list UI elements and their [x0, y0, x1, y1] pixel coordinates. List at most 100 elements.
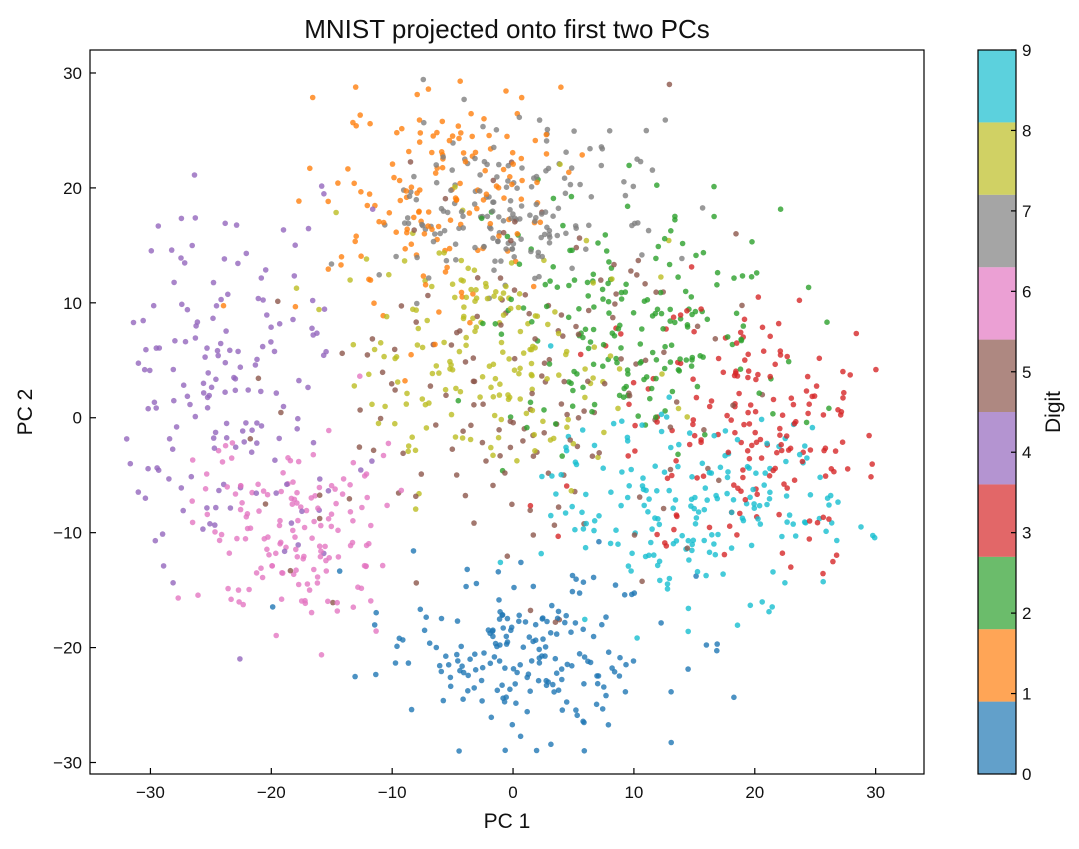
scatter-point-digit-5 [275, 298, 281, 305]
scatter-point-digit-3 [632, 448, 638, 454]
scatter-point-digit-9 [685, 605, 692, 612]
scatter-point-digit-1 [472, 149, 479, 156]
scatter-point-digit-9 [767, 489, 773, 496]
y-tick-label: −10 [53, 524, 82, 543]
scatter-point-digit-6 [260, 488, 267, 494]
scatter-point-digit-6 [295, 581, 302, 588]
scatter-point-digit-4 [235, 348, 241, 355]
scatter-point-digit-6 [189, 457, 196, 463]
scatter-point-digit-1 [507, 174, 513, 180]
scatter-point-digit-8 [393, 354, 400, 360]
scatter-point-digit-6 [273, 550, 279, 557]
scatter-point-digit-7 [550, 213, 556, 219]
scatter-point-digit-0 [658, 620, 664, 626]
scatter-point-digit-4 [141, 366, 148, 373]
scatter-point-digit-9 [807, 492, 814, 498]
scatter-point-digit-5 [512, 219, 518, 225]
scatter-point-digit-3 [706, 403, 713, 410]
scatter-point-digit-4 [258, 423, 265, 429]
scatter-point-digit-4 [294, 426, 301, 432]
scatter-point-digit-0 [405, 660, 412, 666]
scatter-point-digit-2 [660, 326, 666, 332]
scatter-point-digit-7 [328, 261, 335, 267]
scatter-point-digit-7 [568, 165, 575, 171]
scatter-point-digit-7 [518, 203, 525, 209]
scatter-point-digit-0 [490, 633, 496, 640]
scatter-point-digit-9 [728, 545, 735, 551]
scatter-point-digit-6 [326, 427, 332, 434]
scatter-point-digit-8 [414, 342, 421, 348]
scatter-point-digit-1 [393, 229, 400, 235]
scatter-point-digit-1 [416, 117, 423, 123]
colorbar: 0 1 2 3 4 5 6 7 8 9 [977, 41, 1031, 784]
scatter-point-digit-2 [662, 408, 668, 414]
scatter-point-digit-0 [685, 666, 691, 672]
scatter-point-digit-5 [635, 257, 642, 264]
scatter-point-digit-9 [497, 559, 504, 566]
scatter-point-digit-0 [532, 637, 539, 643]
scatter-point-digit-4 [143, 346, 149, 353]
scatter-point-digit-2 [568, 193, 575, 200]
scatter-point-digit-4 [151, 399, 158, 406]
scatter-point-digit-7 [519, 165, 525, 171]
scatter-point-digit-3 [698, 439, 704, 446]
scatter-point-digit-5 [442, 195, 449, 202]
scatter-point-digit-0 [574, 712, 580, 719]
scatter-point-digit-0 [496, 597, 502, 603]
scatter-point-digit-5 [418, 471, 425, 477]
scatter-point-digit-5 [356, 444, 363, 450]
scatter-point-digit-1 [402, 246, 409, 252]
scatter-point-digit-8 [441, 339, 447, 346]
scatter-point-digit-7 [649, 167, 656, 173]
scatter-point-digit-8 [516, 370, 522, 377]
scatter-point-digit-8 [675, 405, 682, 412]
scatter-point-digit-8 [433, 363, 440, 369]
scatter-point-digit-0 [581, 654, 588, 660]
scatter-point-digit-2 [770, 411, 776, 417]
scatter-point-digit-3 [744, 448, 751, 454]
scatter-point-digit-4 [235, 260, 241, 267]
scatter-point-digit-9 [654, 488, 660, 494]
scatter-point-digit-6 [240, 601, 246, 608]
scatter-point-digit-3 [742, 496, 749, 503]
scatter-point-digit-3 [563, 483, 570, 489]
scatter-point-digit-0 [463, 583, 469, 590]
scatter-point-digit-9 [688, 503, 694, 509]
scatter-point-digit-0 [524, 674, 530, 681]
scatter-point-digit-3 [783, 433, 790, 439]
scatter-point-digit-9 [769, 604, 775, 610]
scatter-point-digit-7 [440, 208, 447, 214]
scatter-point-digit-3 [784, 353, 790, 360]
scatter-point-digit-1 [438, 149, 445, 155]
scatter-point-digit-4 [180, 507, 186, 514]
scatter-point-digit-0 [536, 655, 543, 661]
scatter-point-digit-4 [184, 393, 191, 400]
scatter-point-digit-4 [123, 436, 130, 442]
scatter-point-digit-8 [550, 435, 557, 442]
scatter-point-digit-8 [520, 350, 527, 356]
scatter-point-digit-2 [676, 368, 683, 374]
x-tick-label: 0 [508, 783, 517, 802]
scatter-point-digit-4 [187, 401, 193, 408]
scatter-point-digit-7 [411, 173, 417, 180]
scatter-point-digit-8 [415, 325, 422, 332]
scatter-point-digit-0 [485, 627, 492, 633]
scatter-point-digit-7 [406, 193, 413, 200]
scatter-point-digit-5 [541, 360, 548, 367]
scatter-point-digit-1 [416, 139, 423, 145]
scatter-point-digit-4 [166, 476, 172, 482]
scatter-point-digit-2 [661, 235, 668, 242]
scatter-point-digit-7 [554, 232, 561, 239]
scatter-point-digit-4 [130, 319, 137, 326]
scatter-point-digit-9 [615, 541, 621, 547]
scatter-point-digit-4 [223, 328, 229, 334]
scatter-point-digit-1 [543, 131, 550, 138]
scatter-point-digit-2 [826, 405, 832, 412]
scatter-point-digit-9 [648, 539, 654, 546]
scatter-point-digit-1 [444, 264, 450, 271]
scatter-point-digit-8 [484, 295, 491, 302]
scatter-point-digit-0 [553, 631, 560, 637]
scatter-point-digit-1 [389, 161, 396, 167]
scatter-point-digit-7 [538, 211, 545, 217]
scatter-point-digit-9 [739, 515, 746, 521]
